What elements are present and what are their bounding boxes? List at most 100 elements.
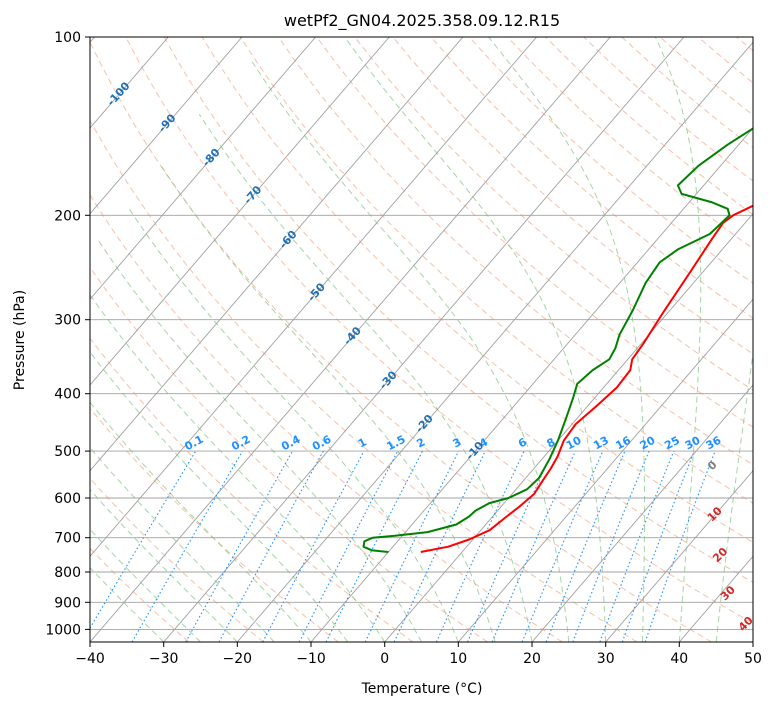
y-tick-label: 900 <box>54 595 81 611</box>
dry-adiabat <box>163 37 753 583</box>
moist-adiabat <box>97 239 422 642</box>
moist-adiabat <box>90 446 275 642</box>
dry-adiabat <box>468 37 753 284</box>
dry-adiabat <box>354 37 753 391</box>
dewpoint-profile <box>362 127 753 553</box>
y-tick-label: 500 <box>54 444 81 460</box>
x-tick-label: 30 <box>597 651 615 667</box>
mixing-ratio-line <box>393 450 486 642</box>
isotherm <box>310 127 753 642</box>
dry-adiabat <box>90 266 488 642</box>
mixing-ratio-label: 1.5 <box>384 433 407 454</box>
isotherm <box>457 298 753 642</box>
dry-adiabat <box>90 194 563 642</box>
plot-frame <box>89 36 754 643</box>
moist-adiabat <box>488 37 646 642</box>
x-tick-label: 20 <box>523 651 541 667</box>
moist-adiabat <box>90 294 386 642</box>
isotherm <box>90 37 243 215</box>
mixing-ratio-line <box>572 450 650 642</box>
dry-adiabat <box>316 37 753 428</box>
x-axis-label: Temperature (°C) <box>361 681 483 697</box>
y-tick-label: 700 <box>54 531 81 547</box>
mixing-ratio-label: 2 <box>414 435 427 450</box>
chart-title: wetPf2_GN04.2025.358.09.12.R15 <box>284 11 560 31</box>
mixing-ratio-line <box>262 450 365 642</box>
mixing-ratio-line <box>644 450 716 642</box>
isotherm <box>90 37 464 472</box>
series-layer <box>362 127 753 553</box>
isotherm <box>90 37 390 386</box>
background-lines <box>90 37 753 642</box>
y-tick-label: 200 <box>54 208 81 224</box>
x-tick-label: −20 <box>223 651 253 667</box>
dry-adiabat <box>201 37 753 543</box>
mixing-ratio-label: 30 <box>683 434 703 453</box>
x-tick-label: −40 <box>75 651 105 667</box>
dry-adiabat <box>90 40 712 642</box>
moist-adiabat <box>198 113 533 642</box>
y-tick-label: 400 <box>54 387 81 403</box>
axes: −40 −30 −20 −10 0 10 20 30 40 5010020030040050060… <box>45 30 762 667</box>
x-tick-label: 10 <box>449 651 467 667</box>
mixing-ratio-label: 3 <box>451 435 464 450</box>
x-tick-label: −30 <box>149 651 179 667</box>
plot-area: 0.1 0.2 0.4 0.6 1 1.5 2 3 4 6 8 10 13 16 20 25 30 36-100-… <box>90 37 753 642</box>
mixing-ratio-label: 10 <box>564 434 584 453</box>
mixing-ratio-label: 0.1 <box>182 433 205 454</box>
dry-adiabat <box>735 37 753 52</box>
dry-adiabat <box>392 37 753 355</box>
mixing-ratio-label: 6 <box>516 435 529 450</box>
x-tick-label: 40 <box>670 651 688 667</box>
mixing-ratio-line <box>131 450 244 642</box>
dry-adiabat <box>90 477 264 642</box>
moist-adiabat <box>160 165 496 642</box>
moist-adiabat <box>90 566 165 642</box>
moist-adiabat <box>90 351 349 642</box>
x-tick-label: 0 <box>380 651 389 667</box>
isotherm <box>90 37 316 301</box>
mixing-ratio-label: 16 <box>613 434 633 453</box>
dry-adiabat <box>90 119 638 642</box>
mixing-ratio-line <box>298 450 399 642</box>
y-tick-label: 100 <box>54 30 81 46</box>
isotherm <box>236 41 753 642</box>
isotherm <box>605 470 753 642</box>
isotherm <box>90 37 611 642</box>
x-tick-label: −10 <box>296 651 326 667</box>
dry-adiabat <box>90 407 339 642</box>
dry-adiabat <box>507 37 753 250</box>
x-tick-label: 50 <box>744 651 762 667</box>
mixing-ratio-line <box>491 450 576 642</box>
moist-adiabat <box>90 528 201 642</box>
mixing-ratio-label: 36 <box>704 434 724 453</box>
mixing-ratio-line <box>621 450 695 642</box>
mixing-ratio-line <box>364 450 460 642</box>
dry-adiabat <box>545 37 753 216</box>
dry-adiabat <box>697 37 753 84</box>
isotherm <box>163 37 685 642</box>
mixing-ratio-line <box>599 450 675 642</box>
mixing-ratio-line <box>185 450 293 642</box>
mixing-ratio-label: 0.2 <box>229 433 252 454</box>
mixing-ratio-label: 0.4 <box>279 433 303 454</box>
y-axis-label: Pressure (hPa) <box>12 290 28 390</box>
mixing-ratio-line <box>521 450 604 642</box>
mixing-ratio-label: 25 <box>662 434 682 453</box>
y-tick-label: 800 <box>54 565 81 581</box>
mixing-ratio-line <box>325 450 423 642</box>
dry-adiabat <box>430 37 753 319</box>
mixing-ratio-line <box>218 450 324 642</box>
mixing-ratio-label: 1 <box>356 435 369 450</box>
temperature-profile <box>420 204 753 553</box>
mixing-ratio-label: 20 <box>638 434 658 453</box>
y-tick-label: 600 <box>54 491 81 507</box>
mixing-ratio-line <box>545 450 626 642</box>
moist-adiabat <box>90 488 238 642</box>
moist-adiabat <box>654 37 702 642</box>
isotherm <box>752 641 753 642</box>
moist-adiabat <box>128 208 459 642</box>
y-tick-label: 1000 <box>45 622 81 638</box>
moist-adiabat <box>251 61 570 642</box>
